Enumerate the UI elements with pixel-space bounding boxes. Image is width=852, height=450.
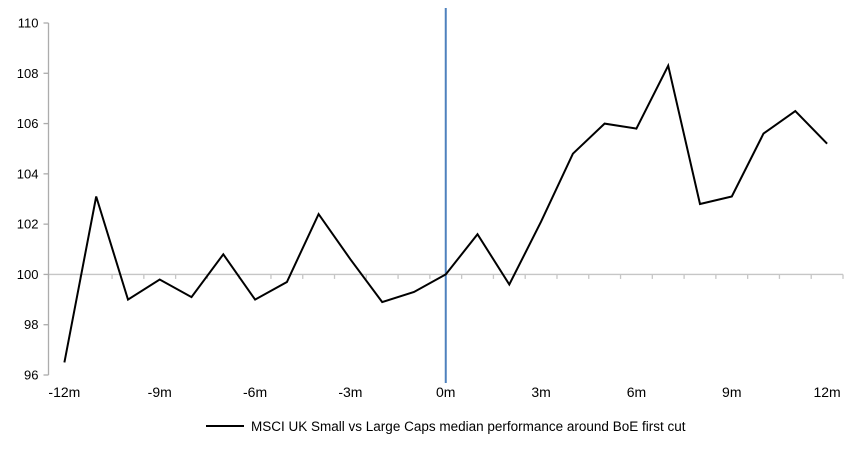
x-tick-label: -9m [148, 384, 172, 400]
x-tick-label: 9m [722, 384, 741, 400]
y-tick-label: 110 [18, 16, 39, 31]
series-line-group [63, 62, 828, 363]
legend-label: MSCI UK Small vs Large Caps median perfo… [251, 418, 686, 434]
x-tick-label: 12m [813, 384, 840, 400]
y-axis-labels: 96 98 100 102 104 106 108 110 [17, 16, 39, 383]
y-tick-label: 96 [24, 368, 38, 383]
x-tick-label: 0m [436, 384, 455, 400]
x-tick-label: 6m [627, 384, 646, 400]
x-tick-label: -12m [48, 384, 80, 400]
legend-line-sample [206, 425, 245, 427]
x-tick-label: -3m [338, 384, 362, 400]
y-tick-label: 104 [17, 166, 39, 181]
x-axis-labels: -12m -9m -6m -3m 0m 3m 6m 9m 12m [48, 384, 840, 400]
y-tick-label: 106 [17, 116, 39, 131]
y-tick-label: 102 [17, 217, 39, 232]
y-axis [43, 22, 50, 376]
x-tick-label: 3m [531, 384, 550, 400]
y-tick-label: 100 [17, 267, 39, 282]
x-tick-label: -6m [243, 384, 267, 400]
y-tick-label: 98 [24, 317, 38, 332]
y-tick-label: 108 [17, 66, 39, 81]
series-line [63, 62, 828, 363]
legend: MSCI UK Small vs Large Caps median perfo… [49, 417, 844, 435]
